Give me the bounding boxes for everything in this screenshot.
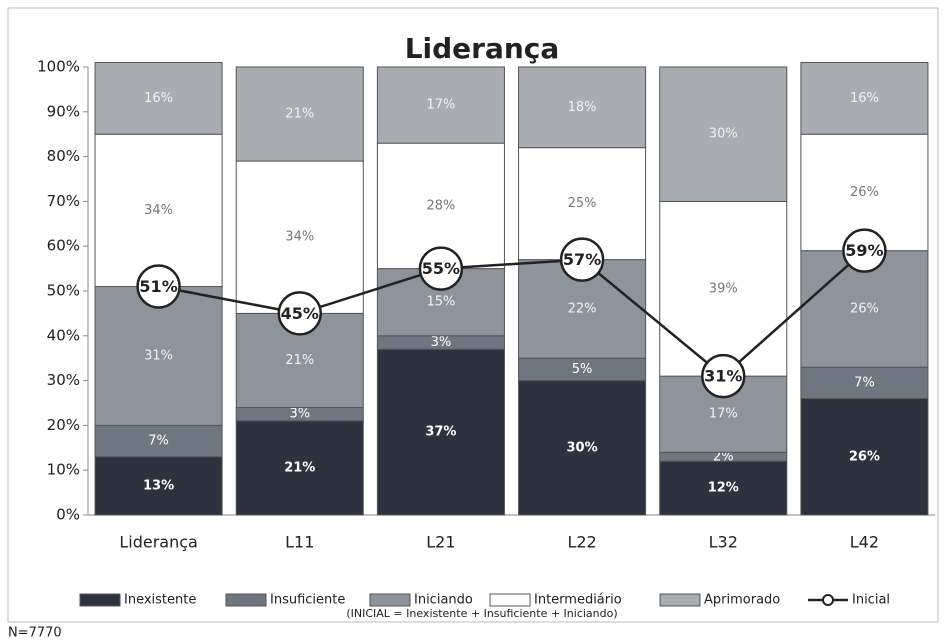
bar-segment [235,160,364,314]
x-tick-label: L22 [567,533,596,552]
data-label: 37% [425,425,456,440]
line-marker [136,264,181,309]
data-label: 30% [709,127,738,142]
legend-swatch [79,593,121,607]
line-marker [701,353,746,399]
bar-segment [94,62,223,135]
data-label: 39% [709,281,738,296]
y-tick-label: 0% [56,506,80,524]
y-tick-label: 80% [47,147,80,165]
data-label: 45% [281,304,319,323]
data-label: 16% [144,91,173,106]
y-tick-label: 100% [37,58,80,76]
data-label: 26% [850,301,879,316]
legend-label: Inexistente [124,593,196,608]
data-label: 13% [143,478,174,493]
bar-segment [659,200,788,377]
line-marker [559,237,605,282]
line-marker [418,246,464,291]
x-tick-label: L21 [426,533,455,552]
data-label: 15% [426,295,455,310]
data-label: 3% [289,407,310,422]
data-label: 25% [568,196,597,211]
bar-segment [518,380,647,516]
legend-label: Insuficiente [270,593,345,608]
data-label: 21% [285,353,314,368]
legend-swatch [369,593,411,607]
data-label: 26% [850,185,879,200]
legend-label: Aprimorado [704,593,780,608]
data-label: 28% [426,198,455,213]
x-tick-label: L42 [850,533,879,552]
bar-segment [94,456,223,516]
y-tick-label: 60% [47,237,80,255]
legend-swatch-marker [822,594,834,606]
data-label: 2% [713,449,734,464]
bar-segment [94,424,223,458]
data-label: 7% [854,375,875,390]
y-tick-label: 90% [47,102,80,120]
bar-segment [235,420,364,516]
data-label: 17% [709,407,738,422]
bar-segment [659,66,788,202]
legend-annotation: (INICIAL = Inexistente + Insuficiente + … [346,607,617,620]
data-label: 12% [708,481,739,496]
legend-swatch [489,593,531,607]
legend-label: Intermediário [534,593,622,608]
data-label: 55% [422,259,460,278]
line [158,249,866,378]
x-tick-label: Liderança [119,533,197,552]
legend-swatch [225,593,267,607]
sample-note: N=7770 [8,626,62,641]
data-label: 30% [567,440,598,455]
data-label: 26% [849,449,880,464]
data-label: 16% [850,91,879,106]
data-label: 5% [572,362,593,377]
data-label: 34% [285,230,314,245]
data-label: 3% [431,335,452,350]
line-marker [842,228,887,273]
x-tick-label: L11 [285,533,314,552]
bar-segment [94,133,223,288]
data-label: 22% [568,301,597,316]
chart-title: Liderança [405,32,560,65]
legend-swatch [659,593,701,607]
data-label: 31% [704,367,742,386]
data-label: 59% [845,241,883,260]
legend-label: Iniciando [414,593,473,608]
y-tick-label: 50% [47,282,80,300]
data-label: 21% [285,107,314,122]
bar-segment [235,66,364,162]
data-label: 57% [563,250,601,269]
y-tick-label: 20% [47,416,80,434]
y-tick-label: 70% [47,192,80,210]
data-label: 18% [568,100,597,115]
bar-segment [800,366,929,400]
y-tick-label: 40% [47,326,80,344]
legend-label: Inicial [852,593,890,608]
y-tick-label: 10% [47,461,80,479]
x-tick-label: L32 [709,533,738,552]
bar-segment [94,286,223,426]
line-marker [277,291,322,336]
bar-segment [376,348,505,516]
data-label: 21% [284,460,315,475]
bar-segment [376,66,505,144]
data-label: 17% [426,98,455,113]
data-label: 7% [148,434,169,449]
chart-frame [7,7,939,623]
bar-segment [800,398,929,516]
data-label: 34% [144,203,173,218]
bar-segment [518,66,647,149]
y-tick-label: 30% [47,371,80,389]
bar-segment [800,62,929,135]
bar-segment [659,460,788,516]
data-label: 51% [139,277,177,296]
data-label: 31% [144,348,173,363]
